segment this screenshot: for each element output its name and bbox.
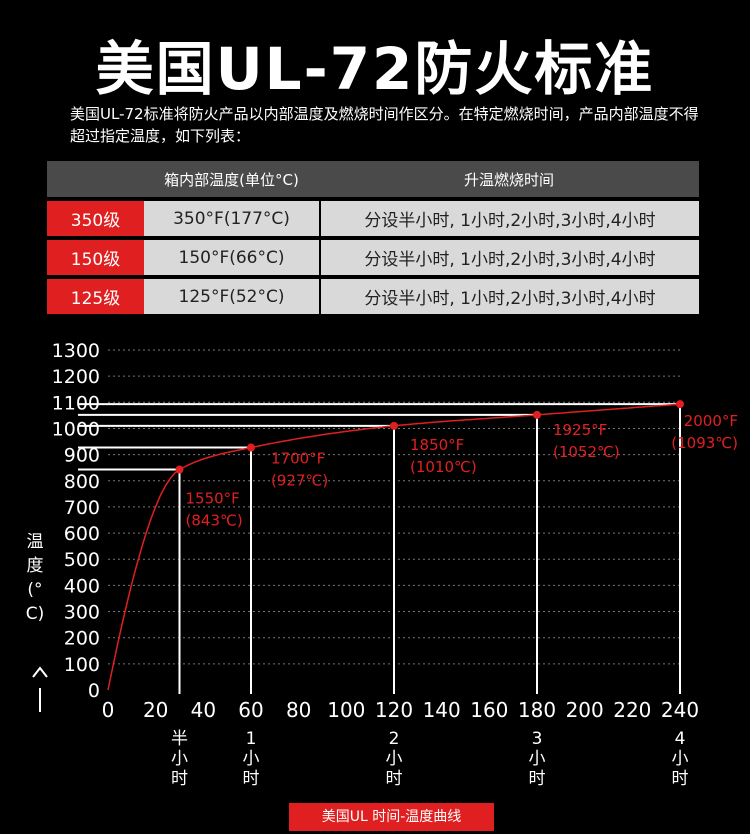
- table-row: 150级 150°F(66°C) 分设半小时, 1小时,2小时,3小时,4小时: [47, 240, 699, 275]
- time-label-char: 半: [171, 729, 188, 749]
- time-label-char: 时: [243, 769, 260, 789]
- data-label-fahrenheit: 1850°F: [410, 436, 464, 454]
- data-label-fahrenheit: 2000°F: [684, 412, 738, 430]
- data-label-fahrenheit: 1925°F: [553, 421, 607, 439]
- x-tick-label: 40: [191, 698, 216, 722]
- x-tick-label: 80: [286, 698, 311, 722]
- data-point: [676, 400, 684, 409]
- y-tick-label: 1200: [52, 366, 100, 388]
- x-tick-label: 0: [102, 698, 115, 722]
- data-point: [390, 421, 398, 430]
- y-tick-label: 100: [64, 654, 100, 676]
- header-time: 升温燃烧时间: [463, 170, 554, 189]
- time-label-char: 时: [672, 769, 689, 789]
- time-label-char: 小: [243, 749, 260, 769]
- grade-cell: 125级: [47, 279, 144, 314]
- time-label-char: 小: [529, 749, 546, 769]
- y-tick-label: 800: [64, 471, 100, 493]
- x-tick-label: 120: [375, 698, 413, 722]
- data-label-fahrenheit: 1700°F: [271, 450, 325, 468]
- y-tick-label: 700: [64, 497, 100, 519]
- page-description: 美国UL-72标准将防火产品以内部温度及燃烧时间作区分。在特定燃烧时间，产品内部…: [70, 105, 699, 145]
- time-label-char: 时: [386, 769, 403, 789]
- time-label-char: 小: [386, 749, 403, 769]
- y-tick-label: 900: [64, 445, 100, 467]
- time-label-char: 4: [675, 729, 686, 749]
- y-tick-label: 300: [64, 602, 100, 624]
- data-label-fahrenheit: 1550°F: [186, 490, 240, 508]
- x-tick-label: 100: [327, 698, 365, 722]
- time-temperature-chart: 0100200300400500600700800900100011001200…: [32, 340, 738, 789]
- y-tick-label: 1000: [52, 418, 100, 440]
- temp-cell: 125°F(52°C): [144, 279, 321, 314]
- chart-caption: 美国UL 时间-温度曲线: [289, 803, 494, 831]
- table-header: 箱内部温度(单位°C) 升温燃烧时间: [47, 161, 699, 197]
- time-cell: 分设半小时, 1小时,2小时,3小时,4小时: [321, 201, 699, 236]
- data-label-celsius: (927℃): [271, 472, 328, 490]
- data-point: [533, 410, 541, 419]
- y-tick-label: 1300: [52, 340, 100, 362]
- time-label-char: 时: [171, 769, 188, 789]
- x-tick-label: 160: [470, 698, 508, 722]
- data-point: [247, 443, 255, 452]
- temp-cell: 150°F(66°C): [144, 240, 321, 275]
- time-label-char: 3: [532, 729, 543, 749]
- y-tick-label: 1100: [52, 392, 100, 414]
- page-title: 美国UL-72防火标准: [95, 35, 655, 103]
- grade-cell: 350级: [47, 201, 144, 236]
- x-tick-label: 240: [661, 698, 699, 722]
- standard-table: 箱内部温度(单位°C) 升温燃烧时间 350级 350°F(177°C) 分设半…: [47, 161, 699, 314]
- time-cell: 分设半小时, 1小时,2小时,3小时,4小时: [321, 240, 699, 275]
- time-label-char: 小: [672, 749, 689, 769]
- data-label-celsius: (1052℃): [553, 443, 620, 461]
- x-tick-label: 20: [143, 698, 168, 722]
- y-tick-label: 400: [64, 575, 100, 597]
- data-point: [175, 465, 184, 474]
- table-row: 125级 125°F(52°C) 分设半小时, 1小时,2小时,3小时,4小时: [47, 279, 699, 314]
- y-tick-label: 200: [64, 628, 100, 650]
- y-tick-label: 0: [88, 680, 100, 702]
- data-label-celsius: (1093℃): [671, 434, 738, 452]
- temp-cell: 350°F(177°C): [144, 201, 321, 236]
- x-tick-label: 200: [566, 698, 604, 722]
- x-tick-label: 220: [613, 698, 651, 722]
- x-tick-label: 60: [238, 698, 263, 722]
- time-label-char: 时: [529, 769, 546, 789]
- header-temperature: 箱内部温度(单位°C): [164, 170, 299, 189]
- data-label-celsius: (843℃): [186, 512, 243, 530]
- y-tick-label: 500: [64, 549, 100, 571]
- y-tick-label: 600: [64, 523, 100, 545]
- y-axis-title: 温度(°C): [25, 532, 45, 624]
- grade-cell: 150级: [47, 240, 144, 275]
- time-label-char: 2: [389, 729, 400, 749]
- y-axis-arrow-head: [32, 666, 48, 678]
- x-tick-label: 140: [423, 698, 461, 722]
- time-label-char: 1: [246, 729, 257, 749]
- x-tick-label: 180: [518, 698, 556, 722]
- time-cell: 分设半小时, 1小时,2小时,3小时,4小时: [321, 279, 699, 314]
- time-label-char: 小: [171, 749, 188, 769]
- table-row: 350级 350°F(177°C) 分设半小时, 1小时,2小时,3小时,4小时: [47, 201, 699, 236]
- data-label-celsius: (1010℃): [410, 458, 477, 476]
